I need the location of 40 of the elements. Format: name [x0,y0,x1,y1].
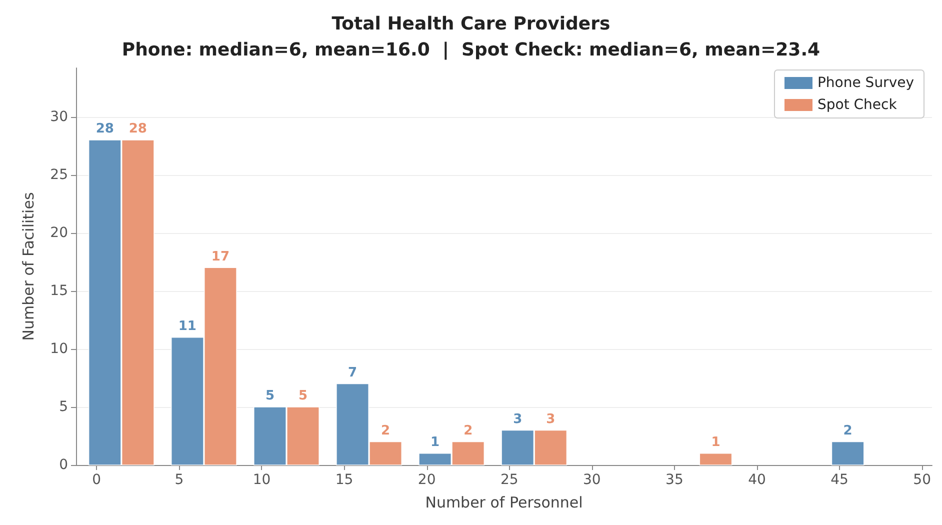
y-tick-label: 0 [59,457,68,473]
x-axis-title: Number of Personnel [425,494,583,512]
x-tick-label: 0 [92,472,102,488]
y-tick-label: 20 [50,224,68,241]
data-label: 28 [96,122,114,137]
data-label: 3 [513,412,522,427]
x-tick-label: 40 [748,472,766,488]
data-label: 11 [178,318,196,334]
x-tick-label: 20 [418,472,436,488]
data-label: 5 [298,388,308,404]
data-label: 17 [211,249,230,264]
y-tick-label: 5 [59,398,68,415]
x-tick-label: 25 [500,472,518,488]
data-label: 2 [843,423,852,438]
chart-title: Total Health Care Providers [332,14,610,34]
x-tick-label: 10 [252,472,271,488]
y-tick-label: 15 [50,282,68,299]
x-tick-label: 50 [913,472,932,488]
y-tick-label: 25 [50,166,68,183]
data-label: 5 [265,388,275,404]
chart-subtitle: Phone: median=6, mean=16.0 | Spot Check: median=6, mean=23.4 [122,40,820,60]
legend-label: Phone Survey [817,75,914,91]
x-tick-label: 45 [830,472,848,488]
x-tick-label: 35 [666,472,684,488]
data-label: 2 [464,423,473,438]
bar [831,441,864,466]
data-label: 1 [711,434,720,450]
y-tick-label: 30 [50,108,68,125]
data-label: 1 [430,434,440,450]
bar [699,452,732,466]
data-label: 3 [546,412,556,427]
x-tick-label: 15 [335,472,354,488]
y-tick-label: 10 [50,340,68,357]
data-label: 28 [128,122,147,137]
x-tick-label: 5 [174,472,184,488]
data-label: 2 [381,423,390,438]
x-tick-label: 30 [582,472,601,488]
data-label: 7 [348,365,358,380]
y-axis-title: Number of Facilities [20,192,38,341]
legend-label: Spot Check [817,97,898,113]
